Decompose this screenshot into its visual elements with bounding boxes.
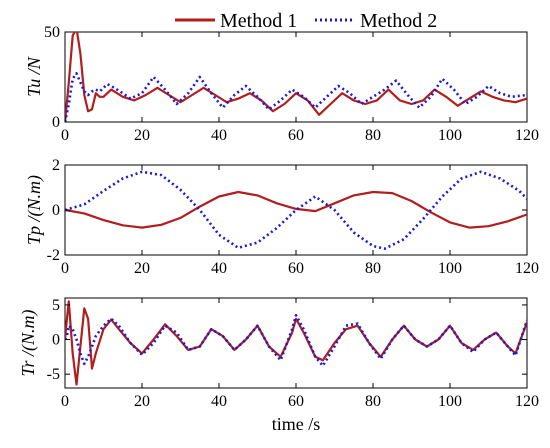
y-axis-label: Tr /(N.m) bbox=[18, 309, 39, 376]
series-line-method-2 bbox=[65, 72, 527, 122]
x-tick-label: 0 bbox=[61, 127, 69, 144]
y-tick-label: 50 bbox=[44, 24, 60, 41]
x-tick-label: 60 bbox=[288, 127, 304, 144]
x-tick-label: 40 bbox=[211, 393, 227, 410]
y-tick-label: 2 bbox=[52, 157, 60, 174]
x-tick-label: 80 bbox=[365, 393, 381, 410]
x-tick-label: 60 bbox=[288, 260, 304, 277]
x-tick-label: 20 bbox=[134, 127, 150, 144]
x-tick-label: 20 bbox=[134, 393, 150, 410]
x-tick-label: 120 bbox=[515, 393, 539, 410]
plot-frame bbox=[64, 297, 528, 389]
x-tick-label: 100 bbox=[438, 260, 462, 277]
x-tick-label: 0 bbox=[61, 393, 69, 410]
y-axis-label: Tu /N bbox=[24, 56, 44, 97]
x-tick-label: 80 bbox=[365, 260, 381, 277]
legend-label-1: Method 1 bbox=[220, 10, 297, 32]
x-tick-label: 100 bbox=[438, 393, 462, 410]
y-tick-label: 5 bbox=[52, 297, 60, 314]
x-axis-label: time /s bbox=[272, 414, 321, 434]
x-tick-label: 60 bbox=[288, 393, 304, 410]
series-line-method-1 bbox=[65, 300, 527, 386]
x-tick-label: 120 bbox=[515, 260, 539, 277]
x-tick-label: 40 bbox=[211, 127, 227, 144]
x-tick-label: 120 bbox=[515, 127, 539, 144]
legend: Method 1 Method 2 bbox=[175, 10, 437, 32]
x-tick-label: 80 bbox=[365, 127, 381, 144]
series-line-method-1 bbox=[65, 190, 527, 229]
legend-label-2: Method 2 bbox=[360, 10, 437, 32]
x-tick-label: 100 bbox=[438, 127, 462, 144]
y-tick-label: 0 bbox=[52, 114, 60, 131]
y-tick-label: 0 bbox=[52, 202, 60, 219]
x-tick-label: 0 bbox=[61, 260, 69, 277]
y-tick-label: 0 bbox=[52, 332, 60, 349]
series-line-method-2 bbox=[65, 170, 527, 250]
y-tick-label: -2 bbox=[47, 247, 60, 264]
x-tick-label: 20 bbox=[134, 260, 150, 277]
plot-frame bbox=[64, 31, 528, 123]
y-tick-label: -5 bbox=[47, 366, 60, 383]
y-axis-label: Tp /(N.m) bbox=[24, 175, 45, 245]
x-tick-label: 40 bbox=[211, 260, 227, 277]
